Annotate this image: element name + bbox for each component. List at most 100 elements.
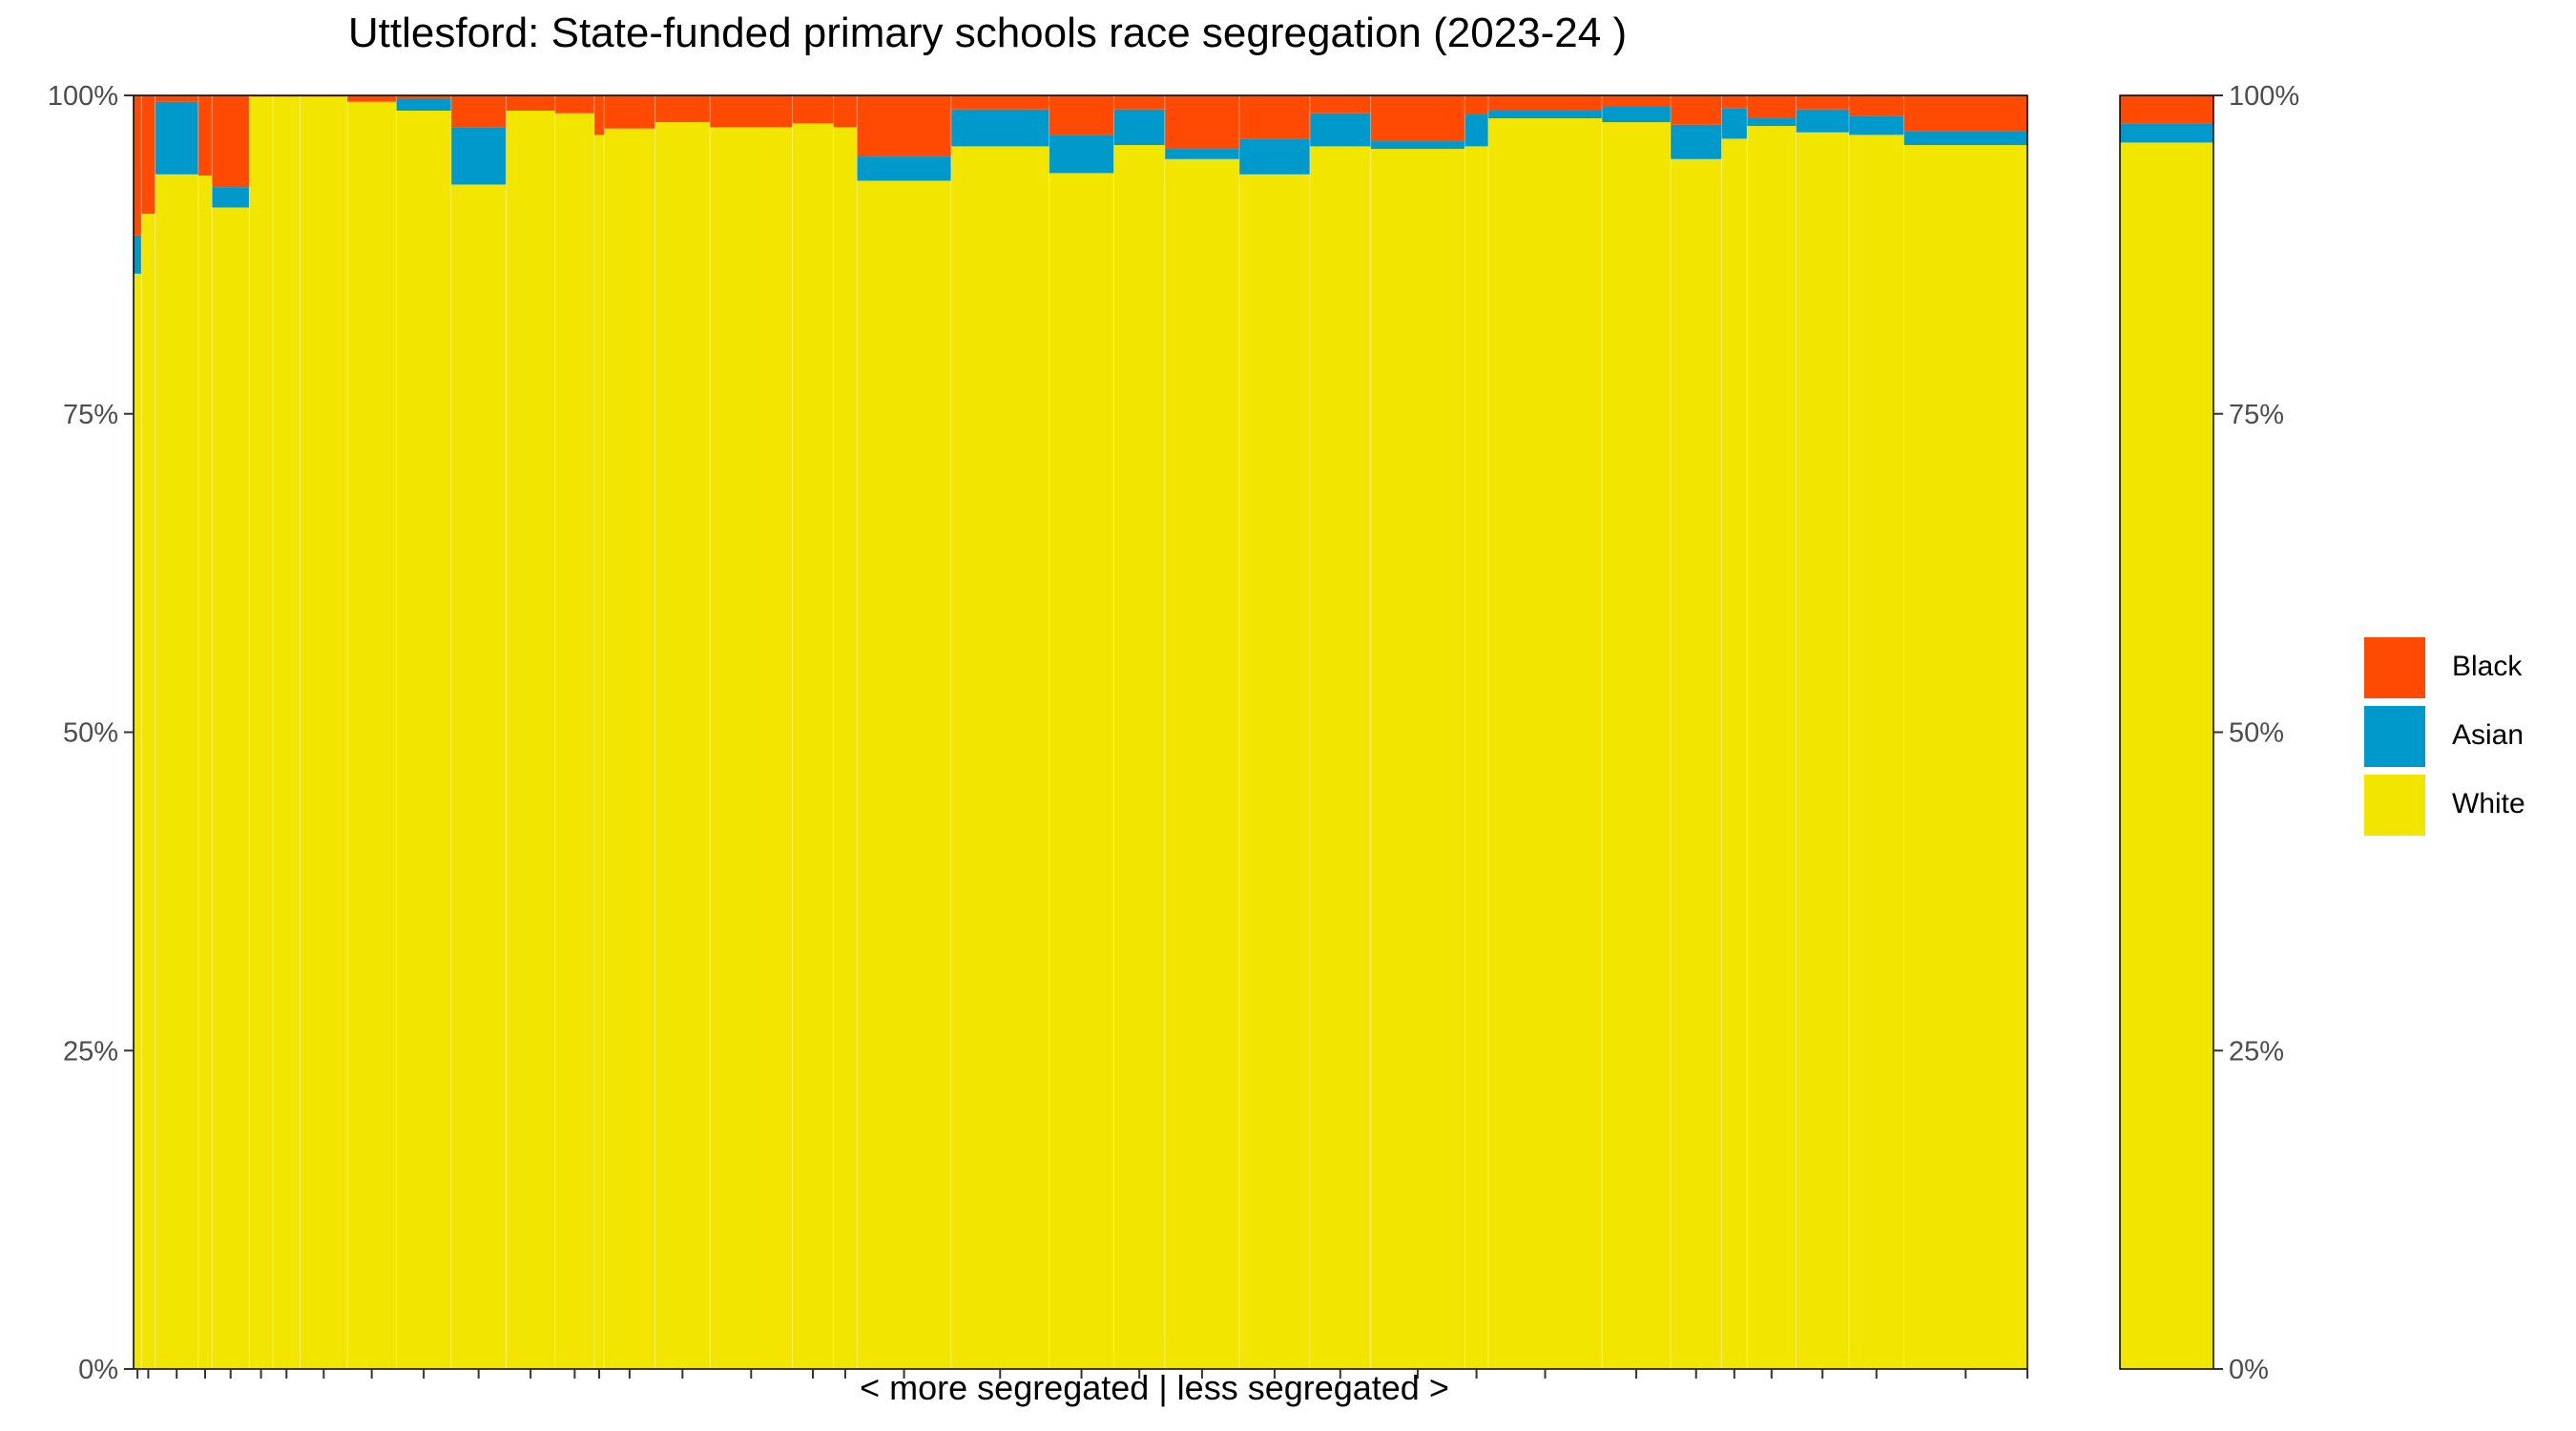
bar-white-19	[833, 127, 858, 1369]
bar-white-2	[141, 214, 156, 1369]
bar-black-29	[1487, 95, 1603, 112]
bar-white-29	[1487, 118, 1603, 1369]
bar-white-12	[506, 111, 555, 1369]
legend-label-asian: Asian	[2452, 719, 2524, 751]
bar-white-30	[1602, 122, 1672, 1369]
legend-item-black: Black	[2364, 633, 2574, 702]
bar-black-9	[346, 95, 397, 102]
legend-label-black: Black	[2452, 651, 2523, 682]
legend-swatch-asian	[2364, 706, 2425, 767]
y-tick-label-right-2: 50%	[2229, 718, 2284, 749]
bar-white-13	[554, 113, 594, 1370]
bar-white-7	[272, 96, 301, 1370]
bar-black-35	[1849, 95, 1904, 116]
bar-black-3	[155, 95, 198, 102]
legend-item-white: White	[2364, 771, 2574, 840]
bar-black-5	[212, 95, 250, 188]
bar-asian-overall	[2120, 123, 2213, 143]
y-tick-label-left-0: 0%	[78, 1355, 118, 1385]
bar-black-33	[1747, 95, 1797, 119]
bar-white-36	[1903, 145, 2027, 1370]
bar-white-21	[950, 146, 1049, 1369]
bar-white-31	[1671, 158, 1722, 1369]
bar-black-25	[1238, 95, 1310, 139]
bar-white-17	[710, 127, 793, 1369]
chart-title: Uttlesford: State-funded primary schools…	[347, 10, 1628, 56]
y-tick-label-left-1: 25%	[63, 1036, 118, 1067]
bar-asian-21	[950, 109, 1049, 147]
bar-white-18	[792, 123, 834, 1369]
bar-white-32	[1721, 138, 1748, 1369]
bar-asian-26	[1309, 113, 1371, 147]
bar-asian-22	[1049, 135, 1114, 174]
bar-black-21	[950, 95, 1049, 110]
x-axis-title: < more segregated | less segregated >	[860, 1368, 1449, 1407]
bar-black-14	[593, 95, 605, 135]
bar-black-13	[554, 95, 594, 114]
bar-black-17	[710, 95, 793, 128]
bar-white-8	[300, 96, 347, 1370]
bar-black-15	[604, 95, 655, 129]
bar-white-22	[1049, 173, 1114, 1369]
bar-white-10	[396, 111, 451, 1369]
bar-black-26	[1309, 95, 1371, 114]
bar-black-36	[1903, 95, 2027, 132]
y-tick-label-left-3: 75%	[63, 400, 118, 430]
bar-black-32	[1721, 95, 1748, 109]
bar-asian-5	[212, 187, 250, 208]
bar-white-14	[593, 135, 605, 1369]
bar-white-23	[1113, 145, 1165, 1370]
bar-asian-10	[396, 99, 451, 112]
bar-asian-30	[1602, 107, 1672, 123]
bar-white-5	[212, 207, 250, 1370]
bar-black-28	[1465, 95, 1488, 115]
axes-layer: 0% 0% 25% 25% 50% 50% 75% 75% 100% 100%	[48, 81, 2299, 1385]
bar-asian-32	[1721, 108, 1748, 139]
legend: Black Asian White	[2364, 633, 2574, 840]
bar-white-4	[197, 176, 213, 1370]
bar-white-1	[134, 273, 142, 1369]
y-tick-label-left-4: 100%	[48, 81, 118, 112]
bar-black-12	[506, 95, 555, 112]
bar-asian-25	[1238, 138, 1310, 175]
bar-white-25	[1238, 174, 1310, 1369]
bar-black-11	[450, 95, 507, 128]
y-tick-label-right-3: 75%	[2229, 400, 2284, 430]
bar-asian-11	[450, 127, 507, 185]
legend-swatch-black	[2364, 637, 2425, 698]
bar-white-28	[1465, 146, 1488, 1369]
bar-black-31	[1671, 95, 1722, 125]
bar-white-16	[654, 122, 711, 1369]
bar-white-35	[1849, 135, 1904, 1369]
legend-item-asian: Asian	[2364, 702, 2574, 771]
bar-black-22	[1049, 95, 1114, 135]
bar-white-3	[155, 174, 198, 1369]
bars-layer	[134, 95, 2213, 1370]
bar-black-30	[1602, 95, 1672, 108]
y-tick-label-right-1: 25%	[2229, 1036, 2284, 1067]
bar-white-15	[604, 128, 655, 1370]
legend-swatch-white	[2364, 775, 2425, 836]
y-tick-label-right-0: 0%	[2229, 1355, 2269, 1385]
y-tick-label-right-4: 100%	[2229, 81, 2299, 112]
bar-black-overall	[2120, 95, 2213, 124]
bar-white-20	[857, 180, 951, 1369]
bar-asian-35	[1849, 115, 1904, 135]
bar-white-27	[1370, 149, 1465, 1369]
bar-white-11	[450, 184, 507, 1370]
bar-white-9	[346, 101, 397, 1369]
bar-asian-20	[857, 156, 951, 181]
bar-black-1	[134, 95, 142, 236]
bar-black-34	[1796, 95, 1850, 110]
bar-black-23	[1113, 95, 1165, 110]
bar-asian-29	[1487, 111, 1603, 119]
bar-black-20	[857, 95, 951, 157]
bar-white-6	[249, 96, 273, 1370]
bar-asian-23	[1113, 109, 1165, 146]
bar-white-26	[1309, 146, 1371, 1369]
bar-asian-28	[1465, 114, 1488, 147]
bar-black-27	[1370, 95, 1465, 142]
bar-black-16	[654, 95, 711, 123]
y-tick-label-left-2: 50%	[63, 718, 118, 749]
